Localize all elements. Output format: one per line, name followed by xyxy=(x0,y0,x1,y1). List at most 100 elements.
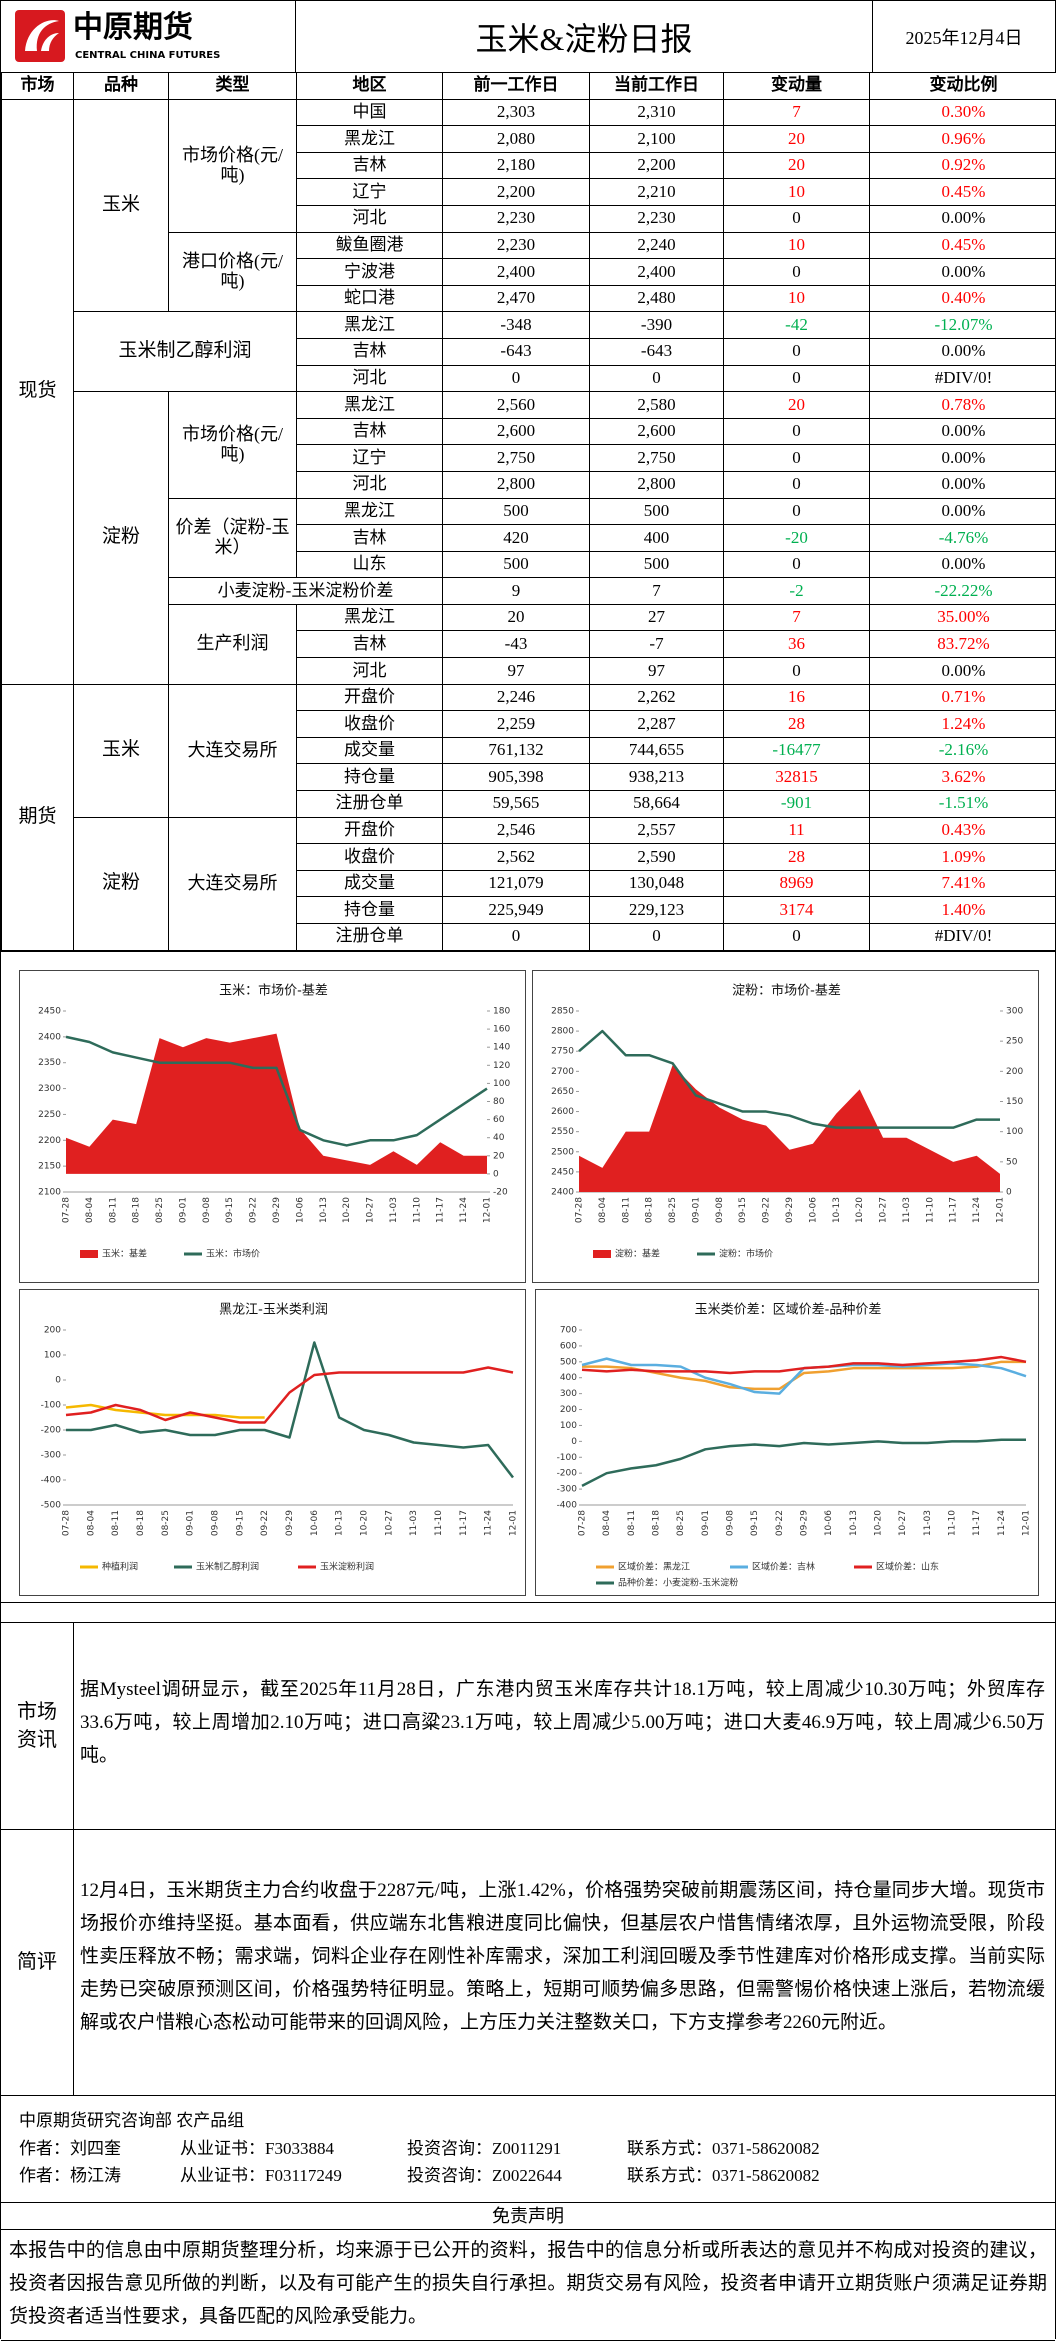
value-cell: -4.76% xyxy=(870,525,1056,552)
legend-label: 玉米：市场价 xyxy=(206,1247,260,1259)
y-tick-label: -200 xyxy=(557,1468,578,1478)
report-header: 中原期货 CENTRAL CHINA FUTURES 玉米&淀粉日报 2025年… xyxy=(1,0,1055,72)
x-tick-label: 09-15 xyxy=(225,1197,235,1223)
x-tick-label: 09-29 xyxy=(285,1509,295,1535)
variety-cell: 淀粉 xyxy=(74,392,169,685)
value-cell: 0.45% xyxy=(870,179,1056,206)
value-cell: 500 xyxy=(443,498,590,525)
line xyxy=(579,1031,1000,1128)
type-cell: 大连交易所 xyxy=(169,817,297,950)
y2-tick-label: 300 xyxy=(1006,1006,1023,1016)
y-tick-label: 2750 xyxy=(551,1046,574,1056)
value-cell: 2,750 xyxy=(590,445,724,472)
value-cell: 1.24% xyxy=(870,711,1056,738)
spacer xyxy=(1,1602,1055,1622)
x-tick-label: 09-15 xyxy=(235,1510,245,1536)
value-cell: 0.00% xyxy=(870,205,1056,232)
x-tick-label: 11-10 xyxy=(925,1196,935,1222)
value-cell: 2,590 xyxy=(590,844,724,871)
region-cell: 鲅鱼圈港 xyxy=(297,232,443,259)
value-cell: 2,303 xyxy=(443,99,590,126)
x-tick-label: 07-28 xyxy=(578,1509,588,1535)
x-tick-label: 11-03 xyxy=(923,1510,933,1536)
x-tick-label: 11-03 xyxy=(409,1510,419,1536)
type-cell: 价差（淀粉-玉米） xyxy=(169,498,297,578)
author-field: 从业证书：F3033884 xyxy=(180,2134,334,2159)
value-cell: 500 xyxy=(590,551,724,578)
x-tick-label: 08-04 xyxy=(86,1509,96,1535)
value-cell: 0.78% xyxy=(870,392,1056,419)
region-cell: 河北 xyxy=(297,471,443,498)
x-tick-label: 10-06 xyxy=(310,1509,320,1535)
region-cell: 宁波港 xyxy=(297,259,443,286)
value-cell: 36 xyxy=(724,631,870,658)
y-tick-label: 0 xyxy=(571,1436,577,1446)
y2-tick-label: 100 xyxy=(493,1078,510,1088)
value-cell: 2,800 xyxy=(443,471,590,498)
y-tick-label: 2850 xyxy=(551,1006,574,1016)
y-tick-label: 2150 xyxy=(38,1161,61,1171)
price-table: 市场品种类型地区前一工作日当前工作日变动量变动比例现货玉米市场价格(元/吨)中国… xyxy=(1,72,1056,951)
author-field: 作者：杨江涛 xyxy=(19,2161,121,2186)
y-tick-label: 300 xyxy=(560,1389,577,1399)
y-tick-label: 500 xyxy=(560,1357,577,1367)
value-cell: 2,210 xyxy=(590,179,724,206)
logo: 中原期货 CENTRAL CHINA FUTURES xyxy=(1,1,296,72)
market-info: 市场资讯 据Mysteel调研显示，截至2025年11月28日，广东港内贸玉米库… xyxy=(1,1622,1055,1829)
x-tick-label: 11-03 xyxy=(389,1197,399,1223)
value-cell: -2 xyxy=(724,578,870,605)
y2-tick-label: 160 xyxy=(493,1024,510,1034)
column-header: 变动比例 xyxy=(870,73,1056,100)
value-cell: 500 xyxy=(443,551,590,578)
value-cell: 97 xyxy=(590,658,724,685)
x-tick-label: 08-11 xyxy=(108,1197,118,1223)
value-cell: 28 xyxy=(724,844,870,871)
value-cell: #DIV/0! xyxy=(870,365,1056,392)
x-tick-label: 10-06 xyxy=(295,1196,305,1222)
y-tick-label: 2450 xyxy=(38,1006,61,1016)
y2-tick-label: 50 xyxy=(1006,1157,1018,1167)
legend-label: 区域价差：黑龙江 xyxy=(618,1560,690,1572)
y2-tick-label: 180 xyxy=(493,1006,510,1016)
value-cell: 35.00% xyxy=(870,604,1056,631)
type-cell: 港口价格(元/吨) xyxy=(169,232,297,312)
logo-mark xyxy=(15,10,65,62)
y-tick-label: 100 xyxy=(44,1350,61,1360)
line xyxy=(582,1439,1026,1485)
value-cell: 0.71% xyxy=(870,684,1056,711)
x-tick-label: 09-22 xyxy=(762,1197,772,1223)
value-cell: 97 xyxy=(443,658,590,685)
chart: 黑龙江-玉米类利润-500-400-300-200-100010020007-2… xyxy=(19,1289,526,1596)
region-cell: 河北 xyxy=(297,365,443,392)
x-tick-label: 07-28 xyxy=(62,1196,72,1222)
region-cell: 注册仓单 xyxy=(297,791,443,818)
y2-tick-label: 100 xyxy=(1006,1127,1023,1137)
x-tick-label: 11-10 xyxy=(948,1509,958,1535)
region-cell: 成交量 xyxy=(297,737,443,764)
y-tick-label: 2600 xyxy=(551,1107,574,1117)
value-cell: 0.92% xyxy=(870,152,1056,179)
value-cell: 2,600 xyxy=(590,418,724,445)
y-tick-label: -500 xyxy=(41,1500,62,1510)
region-cell: 黑龙江 xyxy=(297,312,443,339)
x-tick-label: 10-13 xyxy=(319,1197,329,1223)
x-tick-label: 09-15 xyxy=(750,1510,760,1536)
x-tick-label: 09-08 xyxy=(726,1509,736,1535)
y-tick-label: 2350 xyxy=(38,1058,61,1068)
value-cell: 2,180 xyxy=(443,152,590,179)
y-tick-label: 200 xyxy=(44,1325,61,1335)
region-cell: 蛇口港 xyxy=(297,285,443,312)
x-tick-label: 09-01 xyxy=(701,1510,711,1536)
value-cell: -643 xyxy=(590,338,724,365)
value-cell: 0 xyxy=(724,551,870,578)
disclaimer-title: 免责声明 xyxy=(1,2202,1055,2230)
chart: 玉米：市场价-基差2100215022002250230023502400245… xyxy=(19,970,526,1283)
y2-tick-label: 250 xyxy=(1006,1036,1023,1046)
value-cell: 0 xyxy=(724,471,870,498)
type-cell: 市场价格(元/吨) xyxy=(169,99,297,232)
region-cell: 黑龙江 xyxy=(297,392,443,419)
region-cell: 河北 xyxy=(297,658,443,685)
legend-swatch xyxy=(593,1250,611,1258)
y2-tick-label: 20 xyxy=(493,1151,505,1161)
